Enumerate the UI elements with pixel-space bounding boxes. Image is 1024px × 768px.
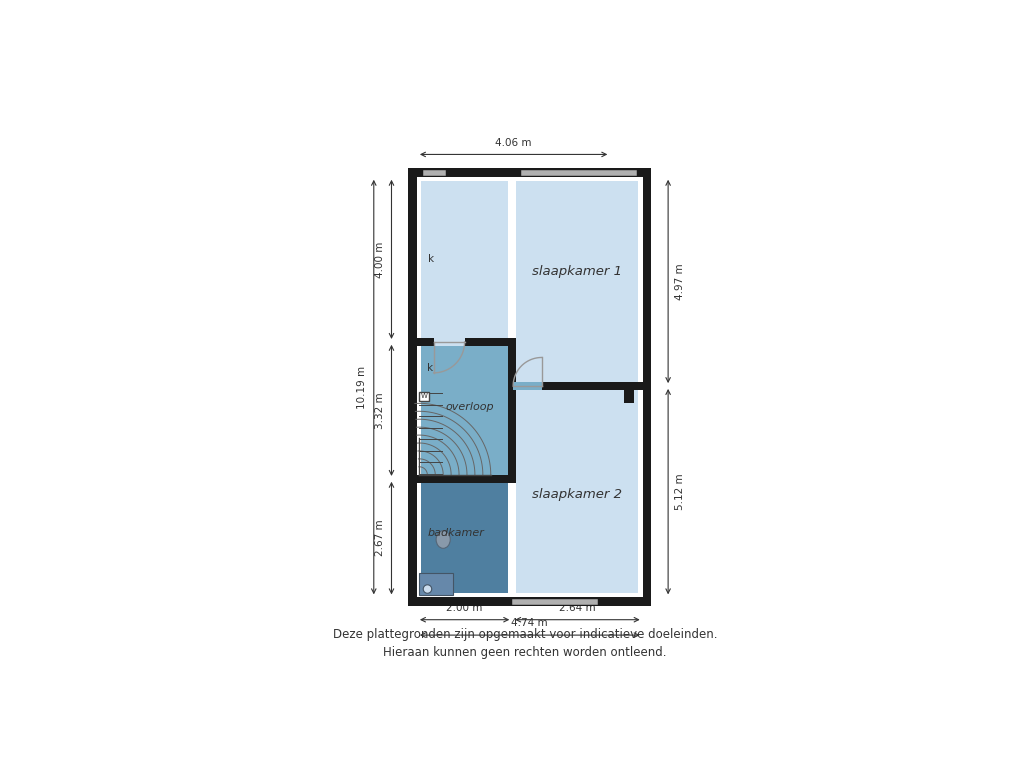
Text: slaapkamer 2: slaapkamer 2 — [532, 488, 623, 501]
Text: badkamer: badkamer — [428, 528, 484, 538]
Text: Deze plattegronden zijn opgemaakt voor indicatieve doeleinden.: Deze plattegronden zijn opgemaakt voor i… — [333, 627, 717, 641]
Bar — [419, 392, 428, 401]
Bar — [409, 168, 417, 606]
Bar — [409, 338, 516, 346]
Bar — [409, 598, 651, 606]
Text: 5.12 m: 5.12 m — [675, 473, 685, 510]
Bar — [624, 390, 634, 403]
Bar — [508, 338, 516, 483]
Text: 10.19 m: 10.19 m — [356, 366, 367, 409]
Text: k: k — [428, 254, 434, 264]
Text: 2.64 m: 2.64 m — [559, 603, 596, 613]
Bar — [513, 382, 542, 390]
Bar — [433, 338, 465, 346]
Text: overloop: overloop — [445, 402, 494, 412]
Bar — [421, 483, 508, 593]
Bar — [420, 572, 453, 595]
Bar — [516, 181, 638, 382]
Text: 4.00 m: 4.00 m — [375, 241, 385, 277]
Bar — [643, 168, 651, 606]
Bar — [409, 475, 516, 483]
Text: W: W — [421, 393, 427, 399]
Text: 3.32 m: 3.32 m — [375, 392, 385, 429]
Text: 2.67 m: 2.67 m — [375, 520, 385, 556]
Text: k: k — [427, 363, 433, 373]
Bar — [516, 390, 638, 593]
Bar — [421, 181, 508, 338]
Text: slaapkamer 1: slaapkamer 1 — [532, 265, 623, 278]
Bar — [508, 382, 651, 390]
Circle shape — [423, 584, 432, 593]
Ellipse shape — [436, 531, 451, 548]
Text: 4.74 m: 4.74 m — [512, 618, 548, 628]
Text: Hieraan kunnen geen rechten worden ontleend.: Hieraan kunnen geen rechten worden ontle… — [383, 646, 667, 659]
Text: 2.00 m: 2.00 m — [446, 603, 482, 613]
Bar — [409, 168, 651, 177]
Bar — [421, 346, 508, 475]
Text: 4.06 m: 4.06 m — [496, 137, 531, 147]
Text: 4.97 m: 4.97 m — [675, 263, 685, 300]
